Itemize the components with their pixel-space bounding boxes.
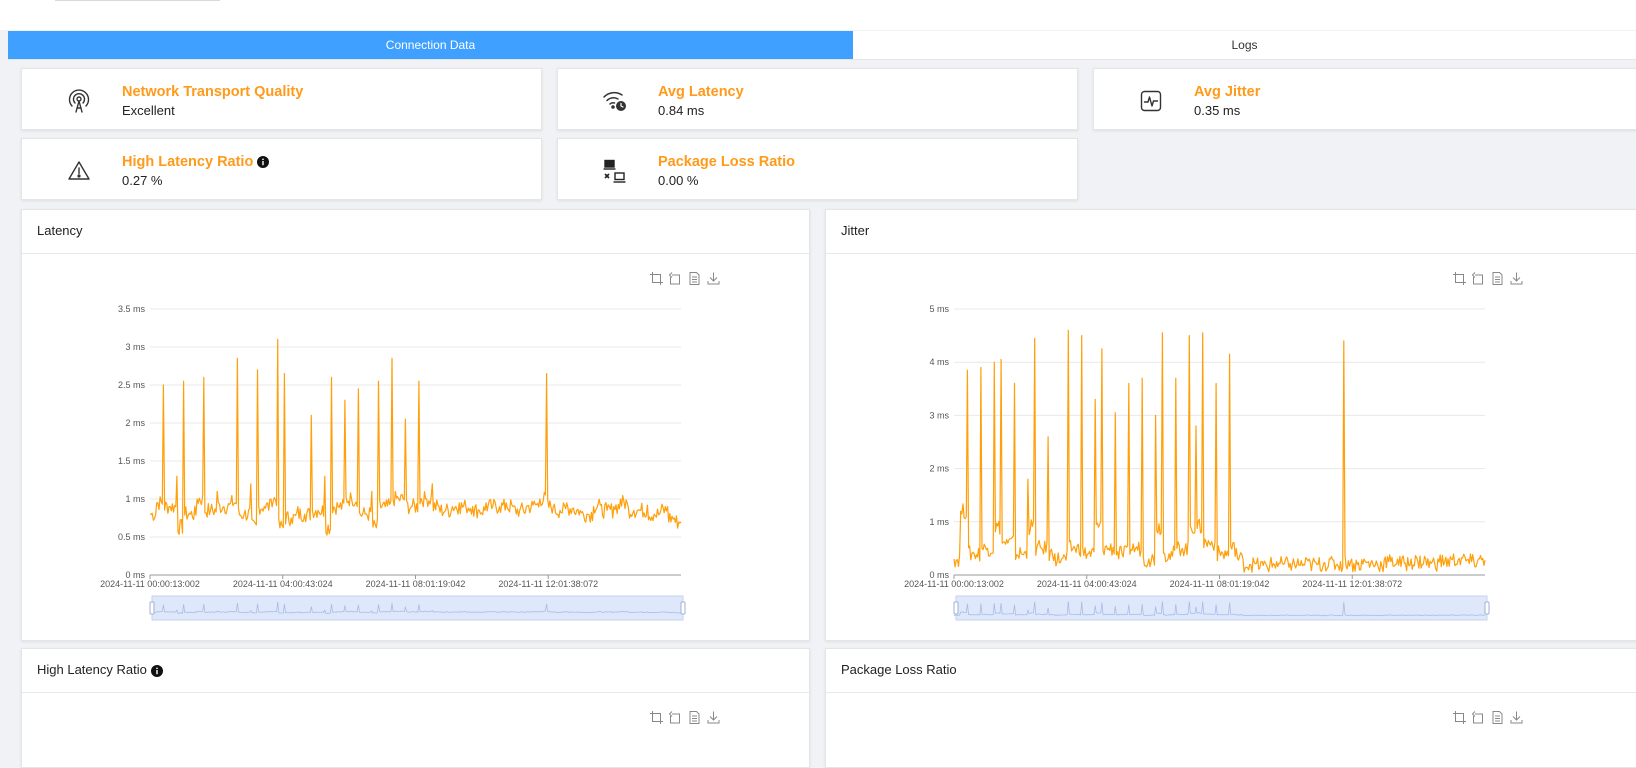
data-zoom-slider[interactable] (955, 595, 1488, 621)
data-view-icon[interactable] (687, 271, 702, 286)
stat-value: 0.27 % (122, 173, 163, 188)
x-tick-label: 2024-11-11 00:00:13:002 (904, 579, 1004, 589)
latency-line-chart: 0 ms 0.5 ms 1 ms 1.5 ms 2 ms 2.5 ms 3 ms 3.5 ms… (100, 304, 686, 621)
y-tick-label: 2 ms (929, 464, 949, 474)
zoom-handle-left[interactable] (953, 601, 959, 615)
data-zoom-slider[interactable] (151, 595, 684, 621)
wifi-clock-icon (602, 88, 628, 114)
stat-value: 0.84 ms (658, 103, 705, 118)
y-tick-label: 0 ms (125, 570, 145, 580)
panel-divider (22, 692, 809, 693)
stat-title: Avg Jitter (1194, 84, 1261, 100)
zoom-handle-right[interactable] (680, 601, 686, 615)
y-tick-label: 4 ms (929, 357, 949, 367)
stat-value: Excellent (122, 103, 175, 118)
y-tick-label: 0 ms (929, 570, 949, 580)
zoom-reset-icon[interactable] (1471, 271, 1486, 286)
x-tick-label: 2024-11-11 08:01:19:042 (1170, 579, 1270, 589)
chart-toolbox (1452, 710, 1524, 725)
chart-toolbox (649, 710, 721, 725)
y-tick-label: 1 ms (125, 494, 145, 504)
stat-title: Network Transport Quality (122, 84, 304, 100)
y-tick-label: 3 ms (929, 410, 949, 420)
panel-title: Jitter (841, 223, 870, 238)
data-view-icon[interactable] (1490, 710, 1505, 725)
tab-logs[interactable]: Logs (853, 31, 1636, 59)
panel-divider (826, 253, 1636, 254)
stat-card-avg-jitter: Avg Jitter 0.35 ms (1093, 68, 1636, 130)
top-input-stub[interactable] (55, 0, 220, 1)
stat-card-avg-latency: Avg Latency 0.84 ms (557, 68, 1078, 130)
download-icon[interactable] (1509, 710, 1524, 725)
y-tick-label: 2 ms (125, 418, 145, 428)
chart-toolbox (1452, 271, 1524, 286)
y-tick-label: 3 ms (125, 342, 145, 352)
download-icon[interactable] (706, 271, 721, 286)
info-icon[interactable] (257, 156, 270, 169)
x-tick-label: 2024-11-11 08:01:19:042 (366, 579, 466, 589)
stat-title: Package Loss Ratio (658, 154, 795, 170)
x-tick-label: 2024-11-11 04:00:43:024 (233, 579, 333, 589)
panel-title: Package Loss Ratio (841, 662, 957, 677)
stat-card-package-loss-ratio: Package Loss Ratio 0.00 % (557, 138, 1078, 200)
panel-title: Latency (37, 223, 83, 238)
x-tick-label: 2024-11-11 04:00:43:024 (1037, 579, 1137, 589)
y-tick-label: 1.5 ms (118, 456, 146, 466)
antenna-icon (66, 88, 92, 114)
zoom-icon[interactable] (1452, 271, 1467, 286)
zoom-icon[interactable] (1452, 710, 1467, 725)
chart-toolbox (649, 271, 721, 286)
data-view-icon[interactable] (1490, 271, 1505, 286)
jitter-line-chart: 0 ms 1 ms 2 ms 3 ms 4 ms 5 ms 2024-11-11 00:00… (904, 304, 1490, 621)
panel-title: High Latency Ratio (37, 662, 163, 677)
package-loss-ratio-chart-panel: Package Loss Ratio (825, 648, 1636, 768)
series-line (149, 338, 682, 536)
stat-title-text: High Latency Ratio (122, 154, 254, 170)
x-tick-label: 2024-11-11 00:00:13:002 (100, 579, 200, 589)
panel-divider (826, 692, 1636, 693)
zoom-reset-icon[interactable] (668, 710, 683, 725)
zoom-icon[interactable] (649, 710, 664, 725)
series-line (953, 329, 1486, 573)
stat-value: 0.00 % (658, 173, 699, 188)
panel-divider (22, 253, 809, 254)
x-tick-label: 2024-11-11 12:01:38:072 (498, 579, 598, 589)
stat-title: High Latency Ratio (122, 154, 270, 170)
y-tick-label: 0.5 ms (118, 532, 146, 542)
stat-card-high-latency-ratio: High Latency Ratio 0.27 % (21, 138, 542, 200)
download-icon[interactable] (1509, 271, 1524, 286)
zoom-preview-line (149, 601, 682, 615)
pulse-icon (1138, 88, 1164, 114)
y-tick-label: 5 ms (929, 304, 949, 314)
tab-connection-data[interactable]: Connection Data (8, 31, 853, 59)
zoom-icon[interactable] (649, 271, 664, 286)
x-tick-label: 2024-11-11 12:01:38:072 (1302, 579, 1402, 589)
zoom-handle-left[interactable] (149, 601, 155, 615)
stat-value: 0.35 ms (1194, 103, 1241, 118)
top-bar (0, 0, 1636, 30)
stat-title: Avg Latency (658, 84, 744, 100)
y-tick-label: 1 ms (929, 517, 949, 527)
latency-chart-panel: Latency 0 ms 0.5 ms 1 ms 1.5 ms 2 ms 2.5 ms 3 … (21, 209, 810, 641)
zoom-preview-line (953, 601, 1486, 617)
high-latency-ratio-chart-panel: High Latency Ratio (21, 648, 810, 768)
zoom-reset-icon[interactable] (668, 271, 683, 286)
zoom-reset-icon[interactable] (1471, 710, 1486, 725)
info-icon[interactable] (150, 664, 163, 677)
y-tick-label: 3.5 ms (118, 304, 146, 314)
tab-bar: Connection Data Logs (8, 31, 1636, 60)
panel-title-text: High Latency Ratio (37, 662, 147, 677)
jitter-chart-panel: Jitter 0 ms 1 ms 2 ms 3 ms 4 ms 5 ms 2024-11-1… (825, 209, 1636, 641)
warning-icon (66, 158, 92, 184)
download-icon[interactable] (706, 710, 721, 725)
y-tick-label: 2.5 ms (118, 380, 146, 390)
stat-card-transport-quality: Network Transport Quality Excellent (21, 68, 542, 130)
zoom-handle-right[interactable] (1484, 601, 1490, 615)
network-devices-icon (602, 158, 628, 184)
data-view-icon[interactable] (687, 710, 702, 725)
